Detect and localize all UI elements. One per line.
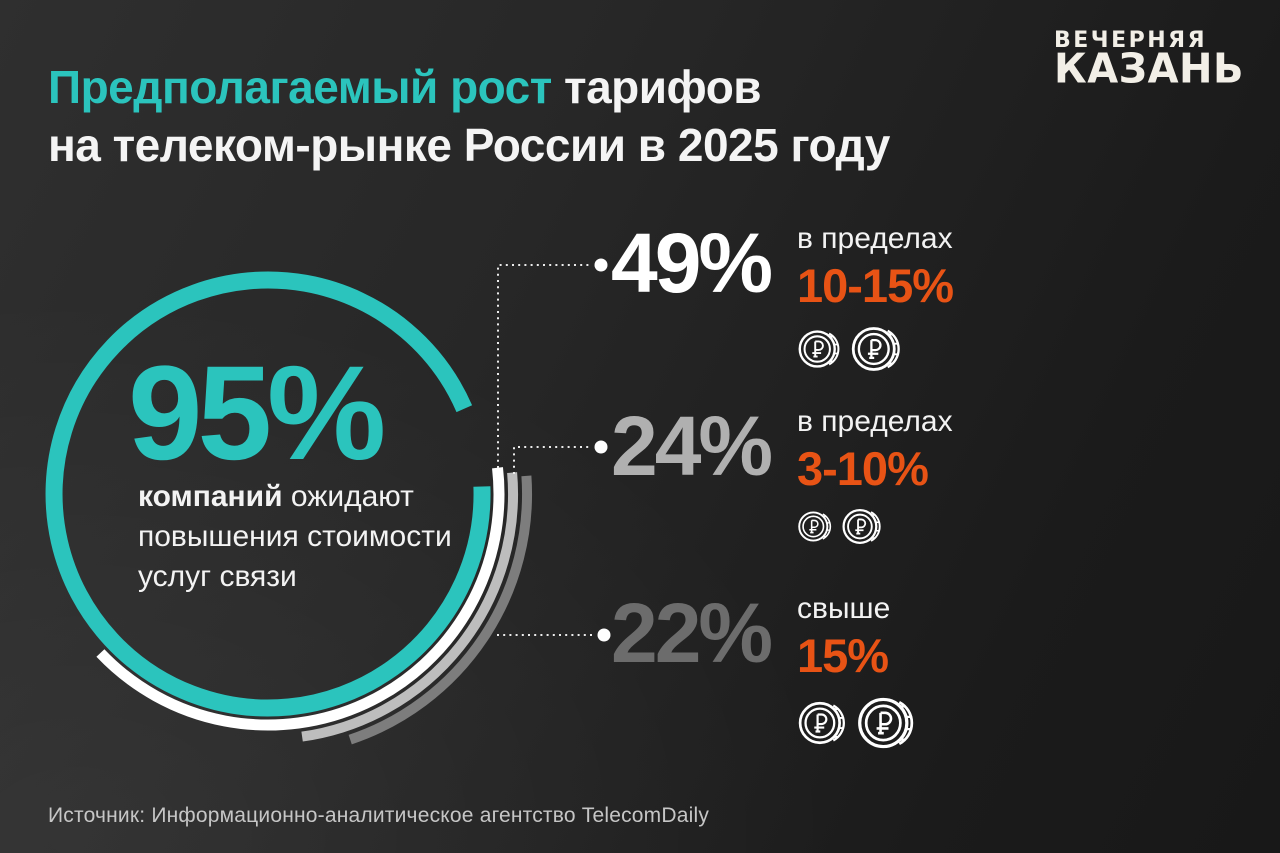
ruble-coin-icon (850, 322, 904, 376)
ruble-coin-icon (797, 697, 849, 749)
coin-group-22 (797, 692, 918, 754)
page-title: Предполагаемый рост тарифов на телеком-р… (48, 58, 890, 174)
stat-qualifier-49: в пределах (797, 222, 953, 255)
stat-range-24: 3-10% (797, 442, 929, 495)
ruble-coin-icon (797, 508, 834, 545)
source-line: Источник: Информационно-аналитическое аг… (48, 804, 710, 827)
title-rest-text: тарифов (551, 60, 762, 113)
stat-value-24: 24% (611, 399, 773, 493)
title-line2-text: на телеком-рынке России в 2025 году (48, 118, 890, 171)
stat-row-24: 24% в пределах 3-10% (611, 404, 953, 548)
connector-24 (513, 446, 592, 474)
caption-line3: услуг связи (138, 560, 297, 593)
stat-row-49: 49% в пределах 10-15% (611, 216, 954, 376)
title-accent-text: Предполагаемый рост (48, 60, 552, 113)
stat-row-22: 22% свыше 15% (611, 591, 918, 754)
connector-49 (497, 264, 592, 468)
headline-caption: компаний ожидают повышения стоимости усл… (138, 477, 452, 597)
vechernyaya-kazan-logo: ВЕЧЕРНЯЯ КАЗАНЬ (1054, 28, 1244, 93)
stat-label-49: в пределах 10-15% (797, 221, 954, 376)
stat-label-24: в пределах 3-10% (797, 404, 953, 548)
stat-range-22: 15% (797, 629, 889, 682)
stat-qualifier-24: в пределах (797, 405, 953, 438)
coin-group-24 (797, 505, 953, 548)
logo-line1: ВЕЧЕРНЯЯ (1054, 28, 1208, 53)
coin-group-49 (797, 322, 953, 376)
stat-label-22: свыше 15% (797, 591, 918, 754)
caption-line2: повышения стоимости (138, 520, 452, 553)
ruble-coin-icon (841, 505, 884, 548)
connector-22-dot (597, 628, 611, 642)
ruble-coin-icon (856, 692, 918, 754)
stat-qualifier-22: свыше (797, 592, 891, 625)
connector-24-dot (594, 440, 608, 454)
headline-percent: 95% (128, 339, 386, 488)
stat-range-49: 10-15% (797, 259, 954, 312)
ruble-coin-icon (797, 326, 843, 372)
caption-bold-word: компаний (138, 480, 283, 513)
logo-line2: КАЗАНЬ (1054, 45, 1244, 93)
stat-value-49: 49% (611, 216, 773, 310)
stat-value-22: 22% (611, 586, 773, 680)
connector-49-dot (594, 258, 608, 272)
caption-line1-rest: ожидают (282, 480, 414, 513)
